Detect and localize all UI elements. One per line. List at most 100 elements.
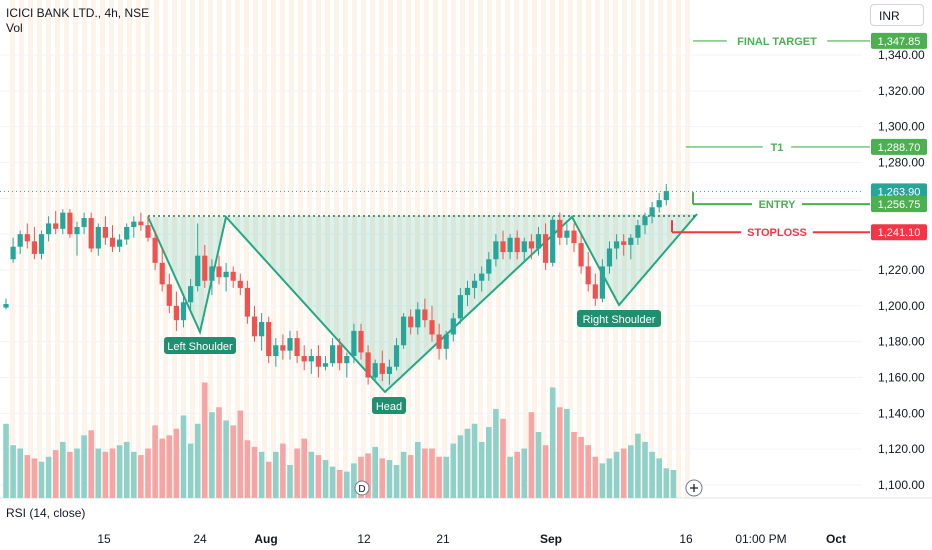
candle-body (571, 230, 577, 244)
volume-bar (336, 469, 343, 498)
candle (273, 338, 279, 367)
session-stripe (307, 0, 312, 498)
session-stripe (244, 0, 249, 498)
dividend-marker-icon[interactable]: D (354, 480, 370, 496)
candle (521, 237, 527, 263)
candle-body (514, 237, 520, 253)
session-background-stripes (10, 0, 690, 498)
add-event-plus-icon[interactable] (685, 479, 703, 497)
rsi-indicator-label[interactable]: RSI (14, close) (6, 506, 86, 520)
volume-bar (613, 451, 620, 498)
candle-body (635, 225, 641, 238)
volume-bar (464, 428, 471, 498)
level-badge: 1,256.75 (871, 196, 927, 213)
candle-body (259, 321, 265, 337)
candle (202, 244, 208, 288)
session-stripe (379, 0, 384, 498)
candle-body (464, 287, 471, 296)
volume-bar (95, 448, 102, 498)
candle (180, 296, 187, 328)
candle-body (88, 218, 94, 249)
candle (280, 334, 286, 360)
session-stripe (469, 0, 474, 498)
last-price-badge-text: 1,263.90 (878, 186, 921, 198)
pattern-label: Head (372, 397, 406, 414)
candle (557, 212, 563, 245)
session-stripe (145, 0, 150, 498)
candle (209, 259, 215, 296)
candle (31, 227, 37, 260)
candle-body (209, 266, 215, 281)
volume-bar (45, 456, 52, 498)
pattern-label-text: Right Shoulder (583, 314, 656, 326)
candle (301, 345, 307, 371)
candle (322, 356, 329, 371)
session-stripe (199, 0, 204, 498)
volume-bar (557, 407, 563, 498)
volume-bar (450, 443, 457, 498)
level-final-target: FINAL TARGET (693, 36, 870, 48)
candle-body (294, 338, 300, 356)
candle-body (422, 309, 428, 321)
session-stripe (667, 0, 672, 498)
level-name: T1 (771, 142, 784, 154)
price-axis[interactable]: 1,100.00 1,120.00 1,140.00 1,160.00 1,180.00… (871, 32, 927, 492)
candle-body (308, 356, 314, 362)
session-stripe (55, 0, 60, 498)
candle-body (273, 345, 279, 356)
candle-body (330, 345, 336, 364)
level-badge-text: 1,288.70 (878, 142, 921, 154)
session-stripe (460, 0, 465, 498)
pattern-label-text: Head (376, 401, 402, 413)
candle-body (344, 356, 350, 364)
volume-bar (386, 460, 393, 498)
session-stripe (433, 0, 438, 498)
level-stoploss: STOPLOSS (671, 220, 870, 239)
session-stripe (631, 0, 636, 498)
volume-bar (393, 465, 400, 498)
volume-bar (216, 407, 222, 498)
candle-body (358, 330, 364, 353)
time-axis[interactable]: 15 24 Aug 12 21 Sep 16 01:00 PM Oct (97, 532, 846, 546)
volume-label[interactable]: Vol (6, 21, 23, 35)
candle-body (550, 219, 556, 263)
candle (415, 302, 421, 335)
candle-body (10, 246, 16, 260)
session-stripe (127, 0, 132, 498)
volume-bar (109, 448, 116, 498)
session-stripe (235, 0, 240, 498)
volume-bar (230, 425, 236, 498)
session-stripe (163, 0, 168, 498)
symbol-title[interactable]: ICICI BANK LTD., 4h, NSE (6, 6, 150, 20)
time-tick-label: 12 (357, 532, 371, 546)
session-stripe (298, 0, 303, 498)
candle-body (124, 227, 130, 240)
candle-body (379, 363, 385, 374)
candle-body (621, 241, 627, 245)
candle (408, 309, 414, 335)
session-stripe (91, 0, 96, 498)
candle (500, 230, 506, 260)
candle (251, 305, 258, 342)
volume-bar (493, 408, 499, 498)
candle-body (280, 345, 286, 351)
volume-bars (3, 382, 677, 498)
candle-body (479, 273, 485, 281)
candle (287, 330, 293, 360)
candle-body (372, 363, 378, 378)
candle-body (216, 266, 222, 278)
currency-selector[interactable]: INR (870, 4, 924, 26)
session-stripe (136, 0, 141, 498)
candle (131, 216, 137, 238)
candle (628, 234, 634, 260)
candle-body (188, 286, 194, 303)
price-tick-label: 1,280.00 (878, 156, 925, 170)
candle (102, 216, 108, 245)
session-stripe (406, 0, 411, 498)
volume-bar (244, 440, 251, 498)
volume-bar (571, 432, 577, 498)
volume-bar (500, 418, 506, 498)
candle (159, 248, 165, 292)
candle-body (46, 223, 52, 235)
